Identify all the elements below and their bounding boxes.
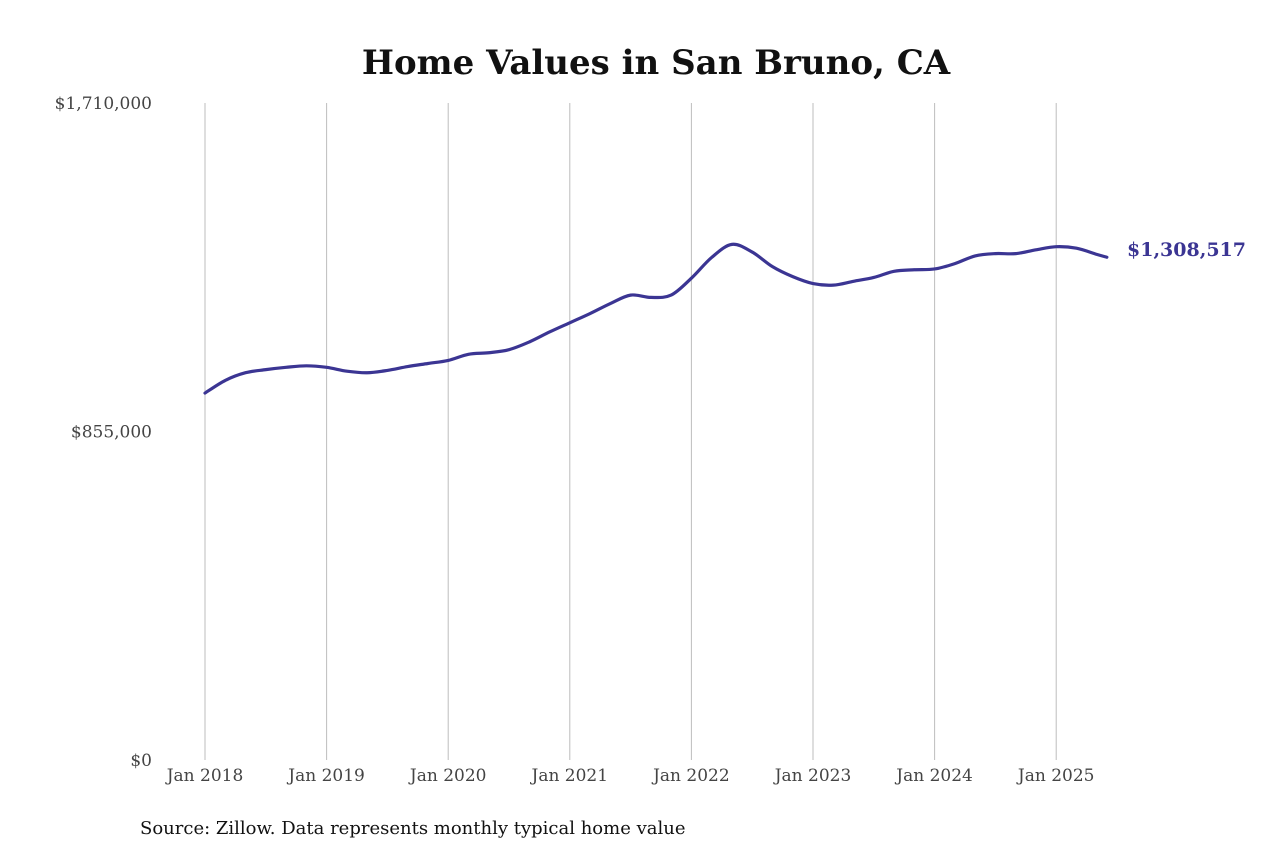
y-tick-label: $1,710,000 bbox=[55, 94, 152, 114]
x-tick-label: Jan 2021 bbox=[530, 766, 609, 786]
x-axis-ticks: Jan 2018 Jan 2019 Jan 2020 Jan 2021 Jan 2022… bbox=[165, 766, 1095, 786]
y-tick-label: $0 bbox=[130, 751, 152, 771]
last-value-label: $1,308,517 bbox=[1127, 239, 1246, 261]
x-tick-label: Jan 2020 bbox=[408, 766, 487, 786]
grid-lines bbox=[204, 103, 1057, 760]
y-tick-label: $855,000 bbox=[71, 423, 152, 443]
x-tick-label: Jan 2019 bbox=[286, 766, 365, 786]
x-tick-label: Jan 2023 bbox=[773, 766, 852, 786]
x-tick-label: Jan 2022 bbox=[651, 766, 730, 786]
x-tick-label: Jan 2018 bbox=[165, 766, 244, 786]
y-axis-ticks: $0 $855,000 $1,710,000 bbox=[55, 94, 152, 771]
series-layer bbox=[203, 242, 1109, 395]
x-tick-label: Jan 2024 bbox=[894, 766, 973, 786]
source-note: Source: Zillow. Data represents monthly … bbox=[140, 818, 686, 839]
home-value-line bbox=[203, 242, 1109, 395]
x-tick-label: Jan 2025 bbox=[1016, 766, 1095, 786]
chart-title: Home Values in San Bruno, CA bbox=[362, 43, 951, 83]
